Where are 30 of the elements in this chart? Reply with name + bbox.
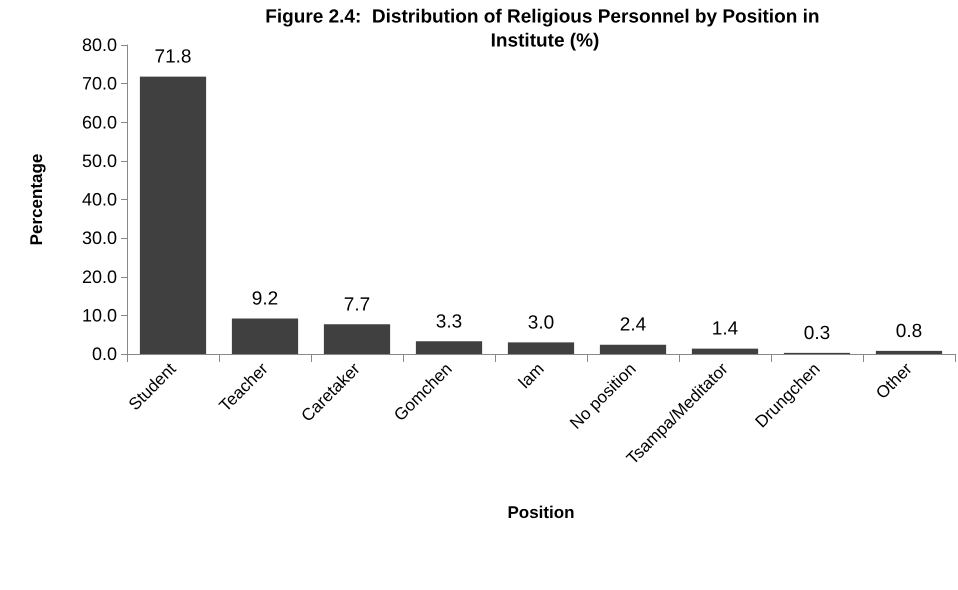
x-axis-title: Position bbox=[507, 503, 575, 522]
y-tick-label: 70.0 bbox=[82, 74, 117, 94]
data-label: 3.3 bbox=[436, 311, 462, 332]
data-label: 71.8 bbox=[154, 46, 192, 68]
y-tick-label: 50.0 bbox=[82, 150, 117, 171]
data-label: 0.8 bbox=[896, 320, 922, 342]
x-tick-label: lam bbox=[514, 359, 548, 392]
y-tick-label: 10.0 bbox=[82, 305, 117, 326]
y-tick-label: 80.0 bbox=[82, 35, 117, 55]
bar bbox=[140, 76, 206, 354]
y-tick-label: 60.0 bbox=[82, 112, 117, 132]
y-tick-label: 40.0 bbox=[82, 190, 117, 210]
bar bbox=[324, 324, 390, 354]
bar bbox=[232, 318, 298, 354]
data-label: 3.0 bbox=[528, 312, 554, 334]
data-label: 0.3 bbox=[804, 322, 830, 344]
data-label: 1.4 bbox=[712, 318, 739, 340]
bar bbox=[876, 350, 942, 354]
bar bbox=[692, 348, 758, 354]
chart-title: Figure 2.4: Distribution of Religious Personnel by Position in Institute (%) bbox=[265, 6, 825, 52]
data-label: 7.7 bbox=[344, 294, 370, 316]
bar bbox=[416, 341, 482, 354]
y-tick-label: 20.0 bbox=[82, 266, 117, 287]
y-tick-label: 30.0 bbox=[82, 228, 117, 248]
data-label: 9.2 bbox=[252, 288, 278, 310]
bar bbox=[600, 344, 666, 354]
bar bbox=[508, 342, 574, 354]
data-label: 2.4 bbox=[620, 314, 647, 336]
y-tick-label: 0.0 bbox=[92, 344, 117, 364]
y-axis-title: Percentage bbox=[27, 154, 46, 246]
